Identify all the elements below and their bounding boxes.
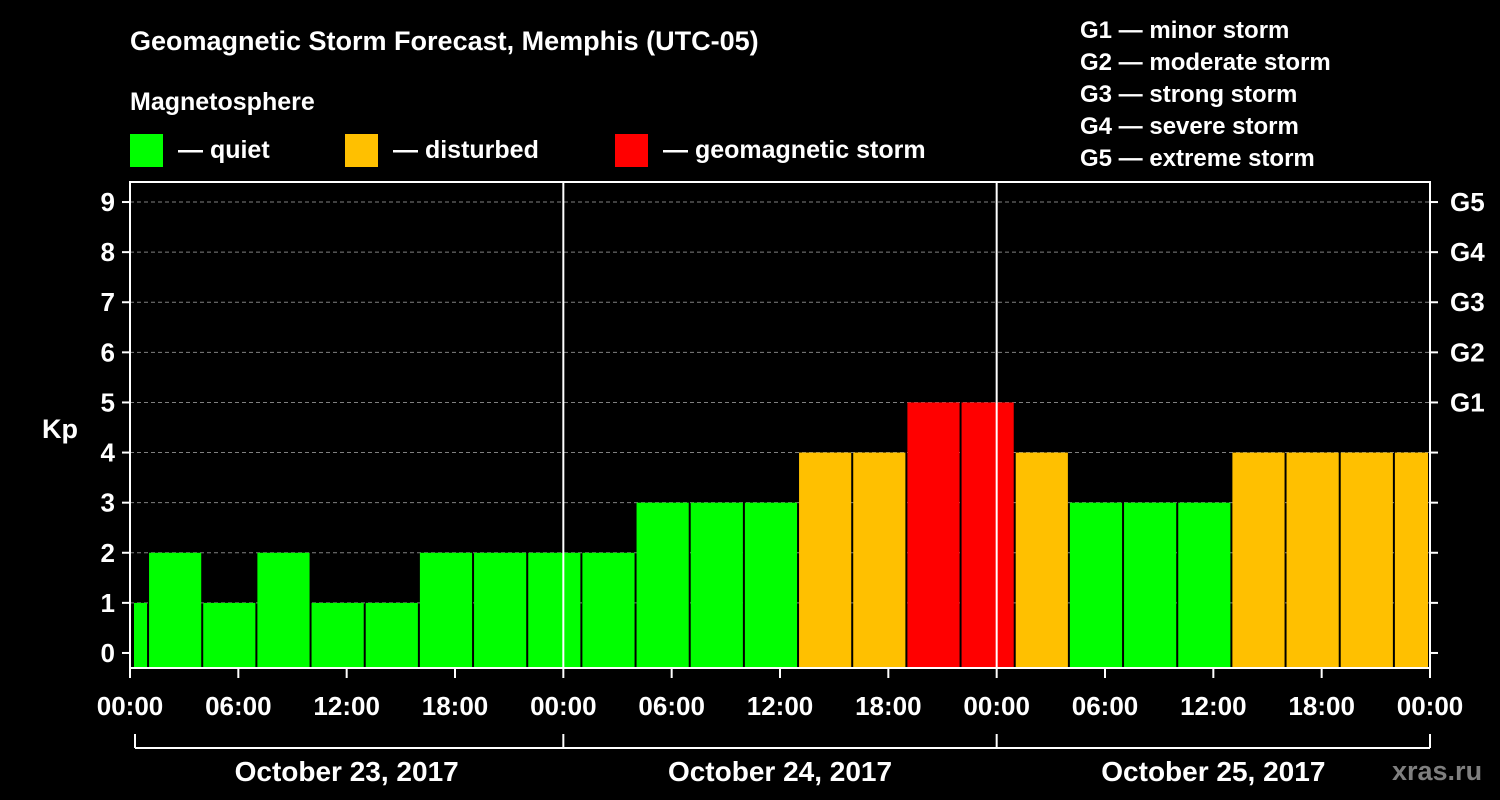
storm-scale-legend: G1 — minor storm G2 — moderate storm G3 — … — [1080, 17, 1331, 172]
watermark: xras.ru — [1392, 756, 1482, 786]
y-tick-label: 0 — [101, 638, 115, 668]
y-tick-label: 5 — [101, 387, 115, 417]
storm-level-label: G5 — [1450, 187, 1485, 217]
bar-quiet — [1178, 502, 1231, 668]
x-tick-label: 00:00 — [530, 691, 597, 721]
storm-level-label: G2 — [1450, 337, 1485, 367]
storm-scale-item: G3 — strong storm — [1080, 81, 1297, 108]
x-tick-label: 12:00 — [313, 691, 380, 721]
x-tick-label: 06:00 — [638, 691, 705, 721]
x-tick-label: 18:00 — [1288, 691, 1355, 721]
bar-disturbed — [1394, 452, 1428, 668]
date-label: October 24, 2017 — [668, 756, 892, 787]
y-tick-label: 4 — [101, 438, 116, 468]
legend: — quiet — disturbed — geomagnetic storm — [130, 134, 926, 167]
y-axis-label: Kp — [42, 414, 78, 444]
legend-label-disturbed: — disturbed — [393, 136, 539, 164]
storm-level-label: G4 — [1450, 237, 1485, 267]
legend-swatch-disturbed — [345, 134, 378, 167]
x-tick-label: 00:00 — [1397, 691, 1464, 721]
bar-quiet — [203, 602, 256, 668]
bar-quiet — [582, 552, 635, 668]
y-tick-label: 9 — [101, 187, 115, 217]
chart-title: Geomagnetic Storm Forecast, Memphis (UTC… — [130, 26, 759, 56]
storm-scale-item: G1 — minor storm — [1080, 17, 1289, 44]
bar-quiet — [134, 602, 148, 668]
bar-quiet — [1069, 502, 1123, 668]
x-tick-label: 18:00 — [422, 691, 489, 721]
storm-scale-item: G2 — moderate storm — [1080, 49, 1331, 76]
date-label: October 23, 2017 — [235, 756, 459, 787]
bar-storm — [961, 402, 1014, 668]
bar-quiet — [311, 602, 364, 668]
bar-quiet — [690, 502, 743, 668]
bar-quiet — [744, 502, 798, 668]
y-tick-label: 7 — [101, 287, 115, 317]
storm-level-label: G3 — [1450, 287, 1485, 317]
bar-quiet — [528, 552, 581, 668]
legend-title: Magnetosphere — [130, 88, 315, 116]
bar-disturbed — [1286, 452, 1339, 668]
bar-quiet — [1124, 502, 1177, 668]
x-tick-label: 06:00 — [205, 691, 272, 721]
bar-quiet — [365, 602, 418, 668]
bar-disturbed — [1232, 452, 1285, 668]
legend-label-quiet: — quiet — [178, 136, 270, 164]
bar-disturbed — [1015, 452, 1068, 668]
y-tick-label: 3 — [101, 488, 115, 518]
date-label: October 25, 2017 — [1101, 756, 1325, 787]
legend-swatch-quiet — [130, 134, 163, 167]
x-tick-label: 18:00 — [855, 691, 922, 721]
bar-quiet — [474, 552, 527, 668]
y-tick-label: 6 — [101, 337, 115, 367]
x-tick-label: 12:00 — [1180, 691, 1247, 721]
x-tick-label: 00:00 — [97, 691, 164, 721]
bar-quiet — [636, 502, 689, 668]
bar-disturbed — [799, 452, 852, 668]
bar-quiet — [149, 552, 202, 668]
storm-level-label: G1 — [1450, 387, 1485, 417]
x-tick-label: 06:00 — [1072, 691, 1139, 721]
bar-disturbed — [1340, 452, 1393, 668]
y-tick-label: 1 — [101, 588, 115, 618]
bar-disturbed — [853, 452, 906, 668]
y-tick-label: 8 — [101, 237, 115, 267]
x-tick-label: 00:00 — [963, 691, 1030, 721]
storm-scale-item: G5 — extreme storm — [1080, 145, 1315, 172]
bars — [134, 402, 1428, 668]
legend-swatch-storm — [615, 134, 648, 167]
y-tick-label: 2 — [101, 538, 115, 568]
storm-scale-item: G4 — severe storm — [1080, 113, 1299, 140]
bar-storm — [907, 402, 960, 668]
bar-quiet — [419, 552, 473, 668]
x-tick-label: 12:00 — [747, 691, 814, 721]
legend-label-storm: — geomagnetic storm — [663, 136, 926, 164]
bar-quiet — [257, 552, 310, 668]
axes: 0 1 2 3 4 5 6 7 8 9 G1 G2 G3 G4 G5 00:00 06:00 12:00 18:00… — [97, 181, 1485, 787]
